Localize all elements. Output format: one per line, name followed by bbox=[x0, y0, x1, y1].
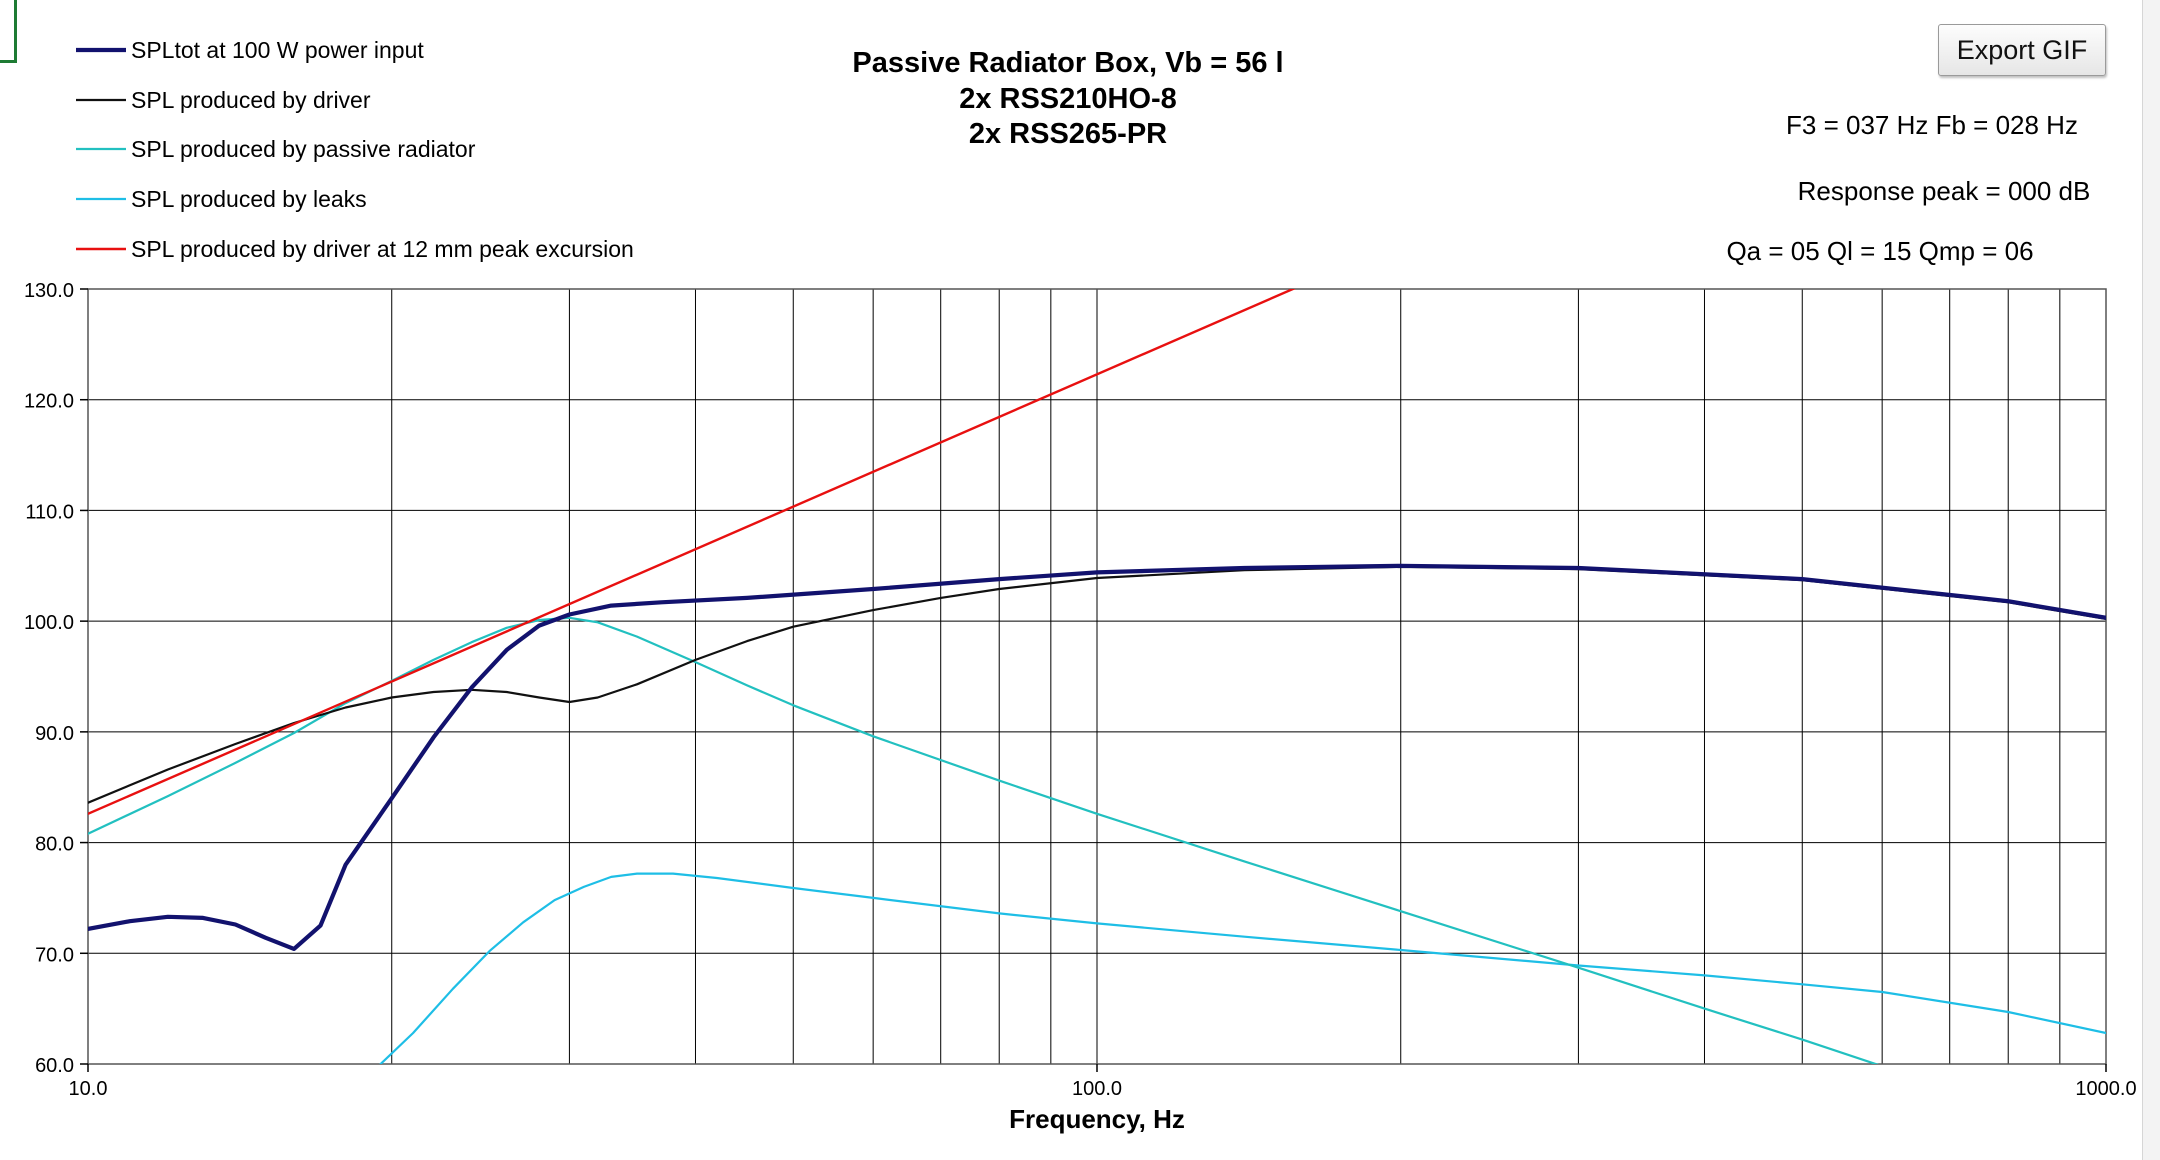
y-tick-label: 80.0 bbox=[35, 834, 74, 856]
export-gif-button[interactable]: Export GIF bbox=[1938, 24, 2106, 76]
series-lines bbox=[88, 289, 2106, 1064]
y-tick-label: 70.0 bbox=[35, 944, 74, 966]
legend-label-0: SPLtot at 100 W power input bbox=[131, 37, 424, 63]
y-tick-label: 60.0 bbox=[35, 1055, 74, 1077]
y-tick-label: 90.0 bbox=[35, 723, 74, 745]
series-line-2 bbox=[88, 616, 1880, 1064]
tick-labels: 60.0 70.0 80.0 90.0 100.0 110.0 120.0 130.0 10.0… bbox=[24, 280, 2137, 1100]
legend: SPLtot at 100 W power input SPL produced … bbox=[76, 37, 634, 262]
y-tick-label: 120.0 bbox=[24, 391, 74, 413]
series-line-4 bbox=[88, 289, 1296, 815]
y-tick-label: 110.0 bbox=[25, 501, 74, 523]
info-q-values: Qa = 05 Ql = 15 Qmp = 06 bbox=[1726, 236, 2033, 266]
x-tick-label: 100.0 bbox=[1072, 1078, 1122, 1100]
info-response-peak: Response peak = 000 dB bbox=[1798, 176, 2091, 206]
chart-title-line-1: Passive Radiator Box, Vb = 56 l bbox=[852, 47, 1283, 79]
y-tick-label: 100.0 bbox=[24, 612, 74, 634]
legend-label-1: SPL produced by driver bbox=[131, 87, 371, 113]
selected-cell-edge bbox=[0, 0, 17, 63]
info-f3-fb: F3 = 037 Hz Fb = 028 Hz bbox=[1786, 110, 2078, 140]
window-right-strip bbox=[2142, 0, 2160, 1160]
x-tick-label: 1000.0 bbox=[2075, 1078, 2136, 1100]
x-axis-label: Frequency, Hz bbox=[1009, 1104, 1185, 1134]
legend-label-4: SPL produced by driver at 12 mm peak exc… bbox=[131, 236, 634, 262]
x-tick-label: 10.0 bbox=[69, 1078, 108, 1100]
chart-title-line-2: 2x RSS210HO-8 bbox=[959, 83, 1177, 115]
series-line-3 bbox=[379, 872, 2106, 1064]
grid bbox=[88, 288, 2107, 1065]
series-line-0 bbox=[88, 563, 2106, 951]
legend-label-2: SPL produced by passive radiator bbox=[131, 136, 476, 162]
legend-label-3: SPL produced by leaks bbox=[131, 186, 367, 212]
y-tick-label: 130.0 bbox=[24, 280, 74, 302]
chart-title-line-3: 2x RSS265-PR bbox=[969, 118, 1167, 150]
